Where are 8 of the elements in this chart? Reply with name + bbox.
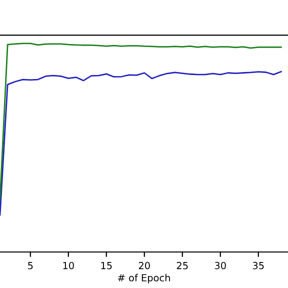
x-tick-label: 20 (138, 262, 150, 270)
x-tick-label: 35 (252, 262, 264, 270)
x-tick-label: 30 (214, 262, 226, 270)
x-axis-title: # of Epoch (118, 274, 170, 284)
x-tick-label: 5 (28, 262, 33, 270)
x-tick-label: 10 (63, 262, 74, 270)
x-tick-label: 25 (176, 262, 188, 270)
x-tick-label: 15 (101, 262, 112, 270)
